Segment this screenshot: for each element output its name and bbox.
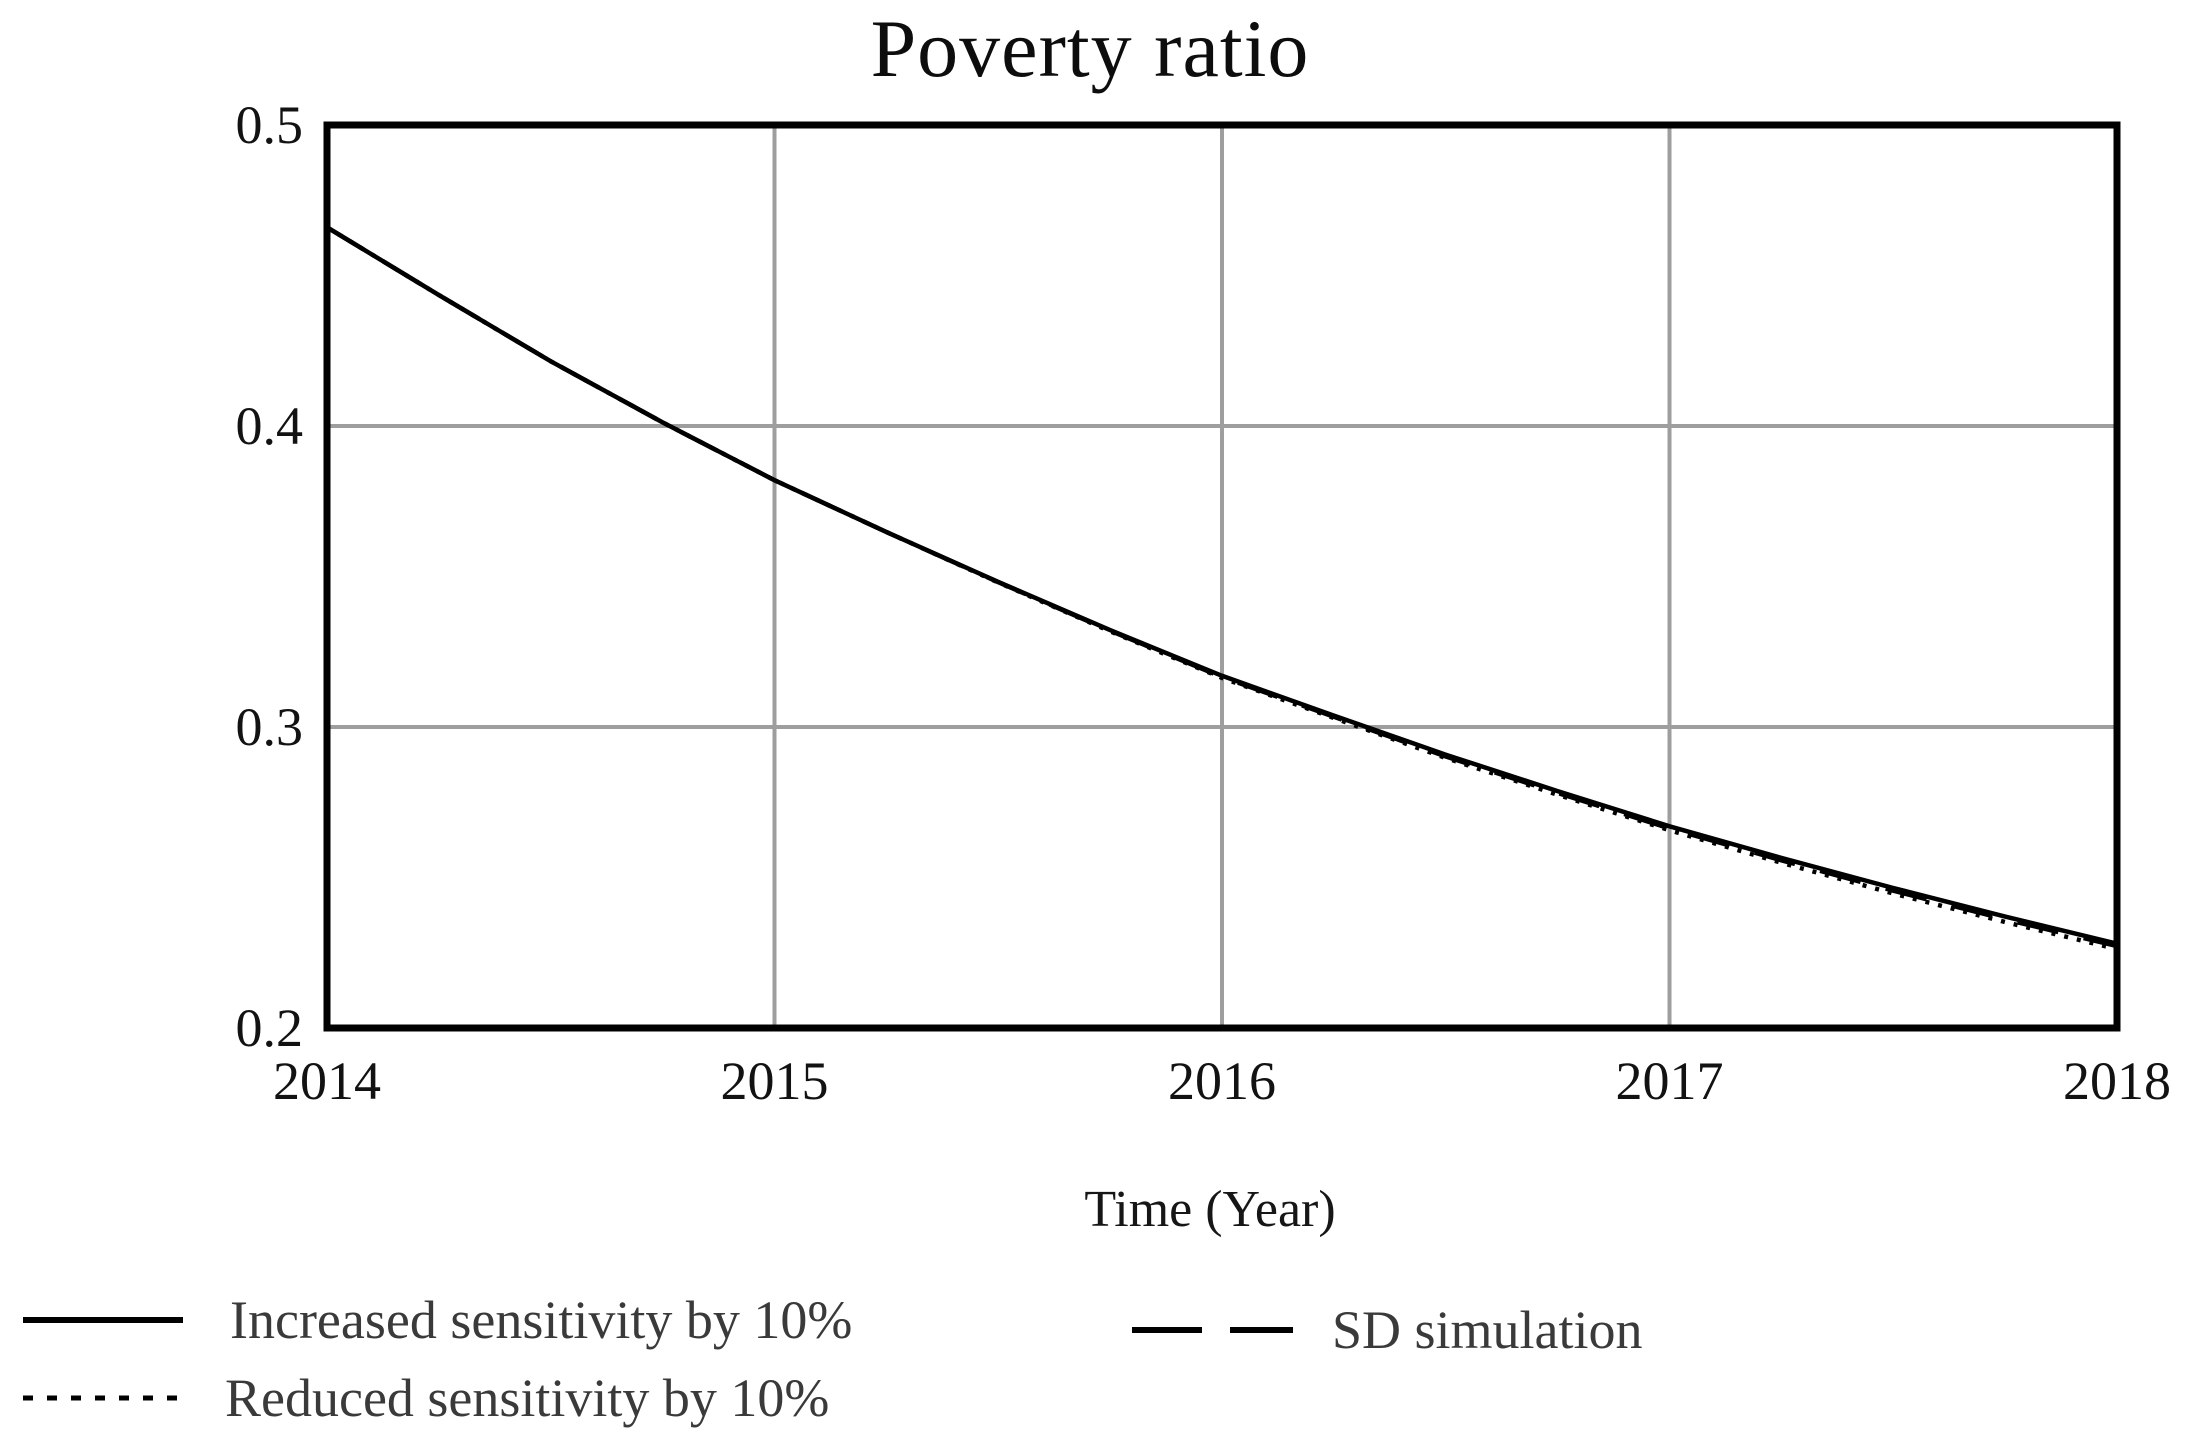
legend-item-sd-simulation: SD simulation bbox=[1131, 1299, 1643, 1361]
x-tick-label: 2017 bbox=[1615, 1051, 1724, 1111]
x-tick-label: 2015 bbox=[720, 1051, 829, 1111]
y-tick-label: 0.3 bbox=[235, 697, 304, 757]
x-axis-title: Time (Year) bbox=[1084, 1181, 1336, 1238]
chart-title-text: Poverty ratio bbox=[870, 3, 1310, 94]
plot-frame bbox=[323, 121, 2121, 1032]
x-tick-label: 2016 bbox=[1168, 1051, 1276, 1111]
legend-item-increased-sensitivity: Increased sensitivity by 10% bbox=[22, 1289, 852, 1351]
legend-label: Reduced sensitivity by 10% bbox=[225, 1368, 830, 1428]
x-tick-label: 2014 bbox=[273, 1051, 381, 1111]
y-tick-label: 0.5 bbox=[235, 95, 304, 155]
dashed-line-swatch-icon bbox=[1132, 1327, 1293, 1333]
dotted-line-swatch-icon bbox=[23, 1395, 178, 1401]
y-tick-label: 0.4 bbox=[235, 396, 304, 456]
legend-label: SD simulation bbox=[1332, 1300, 1643, 1360]
legend-item-reduced-sensitivity: Reduced sensitivity by 10% bbox=[22, 1367, 829, 1429]
chart-title: Poverty ratio bbox=[0, 2, 2201, 96]
series-line-solid bbox=[325, 225, 2118, 946]
legend-label: Increased sensitivity by 10% bbox=[230, 1290, 853, 1350]
solid-line-swatch-icon bbox=[23, 1317, 183, 1323]
y-tick-label: 0.2 bbox=[235, 998, 304, 1058]
x-tick-label: 2018 bbox=[2063, 1051, 2171, 1111]
